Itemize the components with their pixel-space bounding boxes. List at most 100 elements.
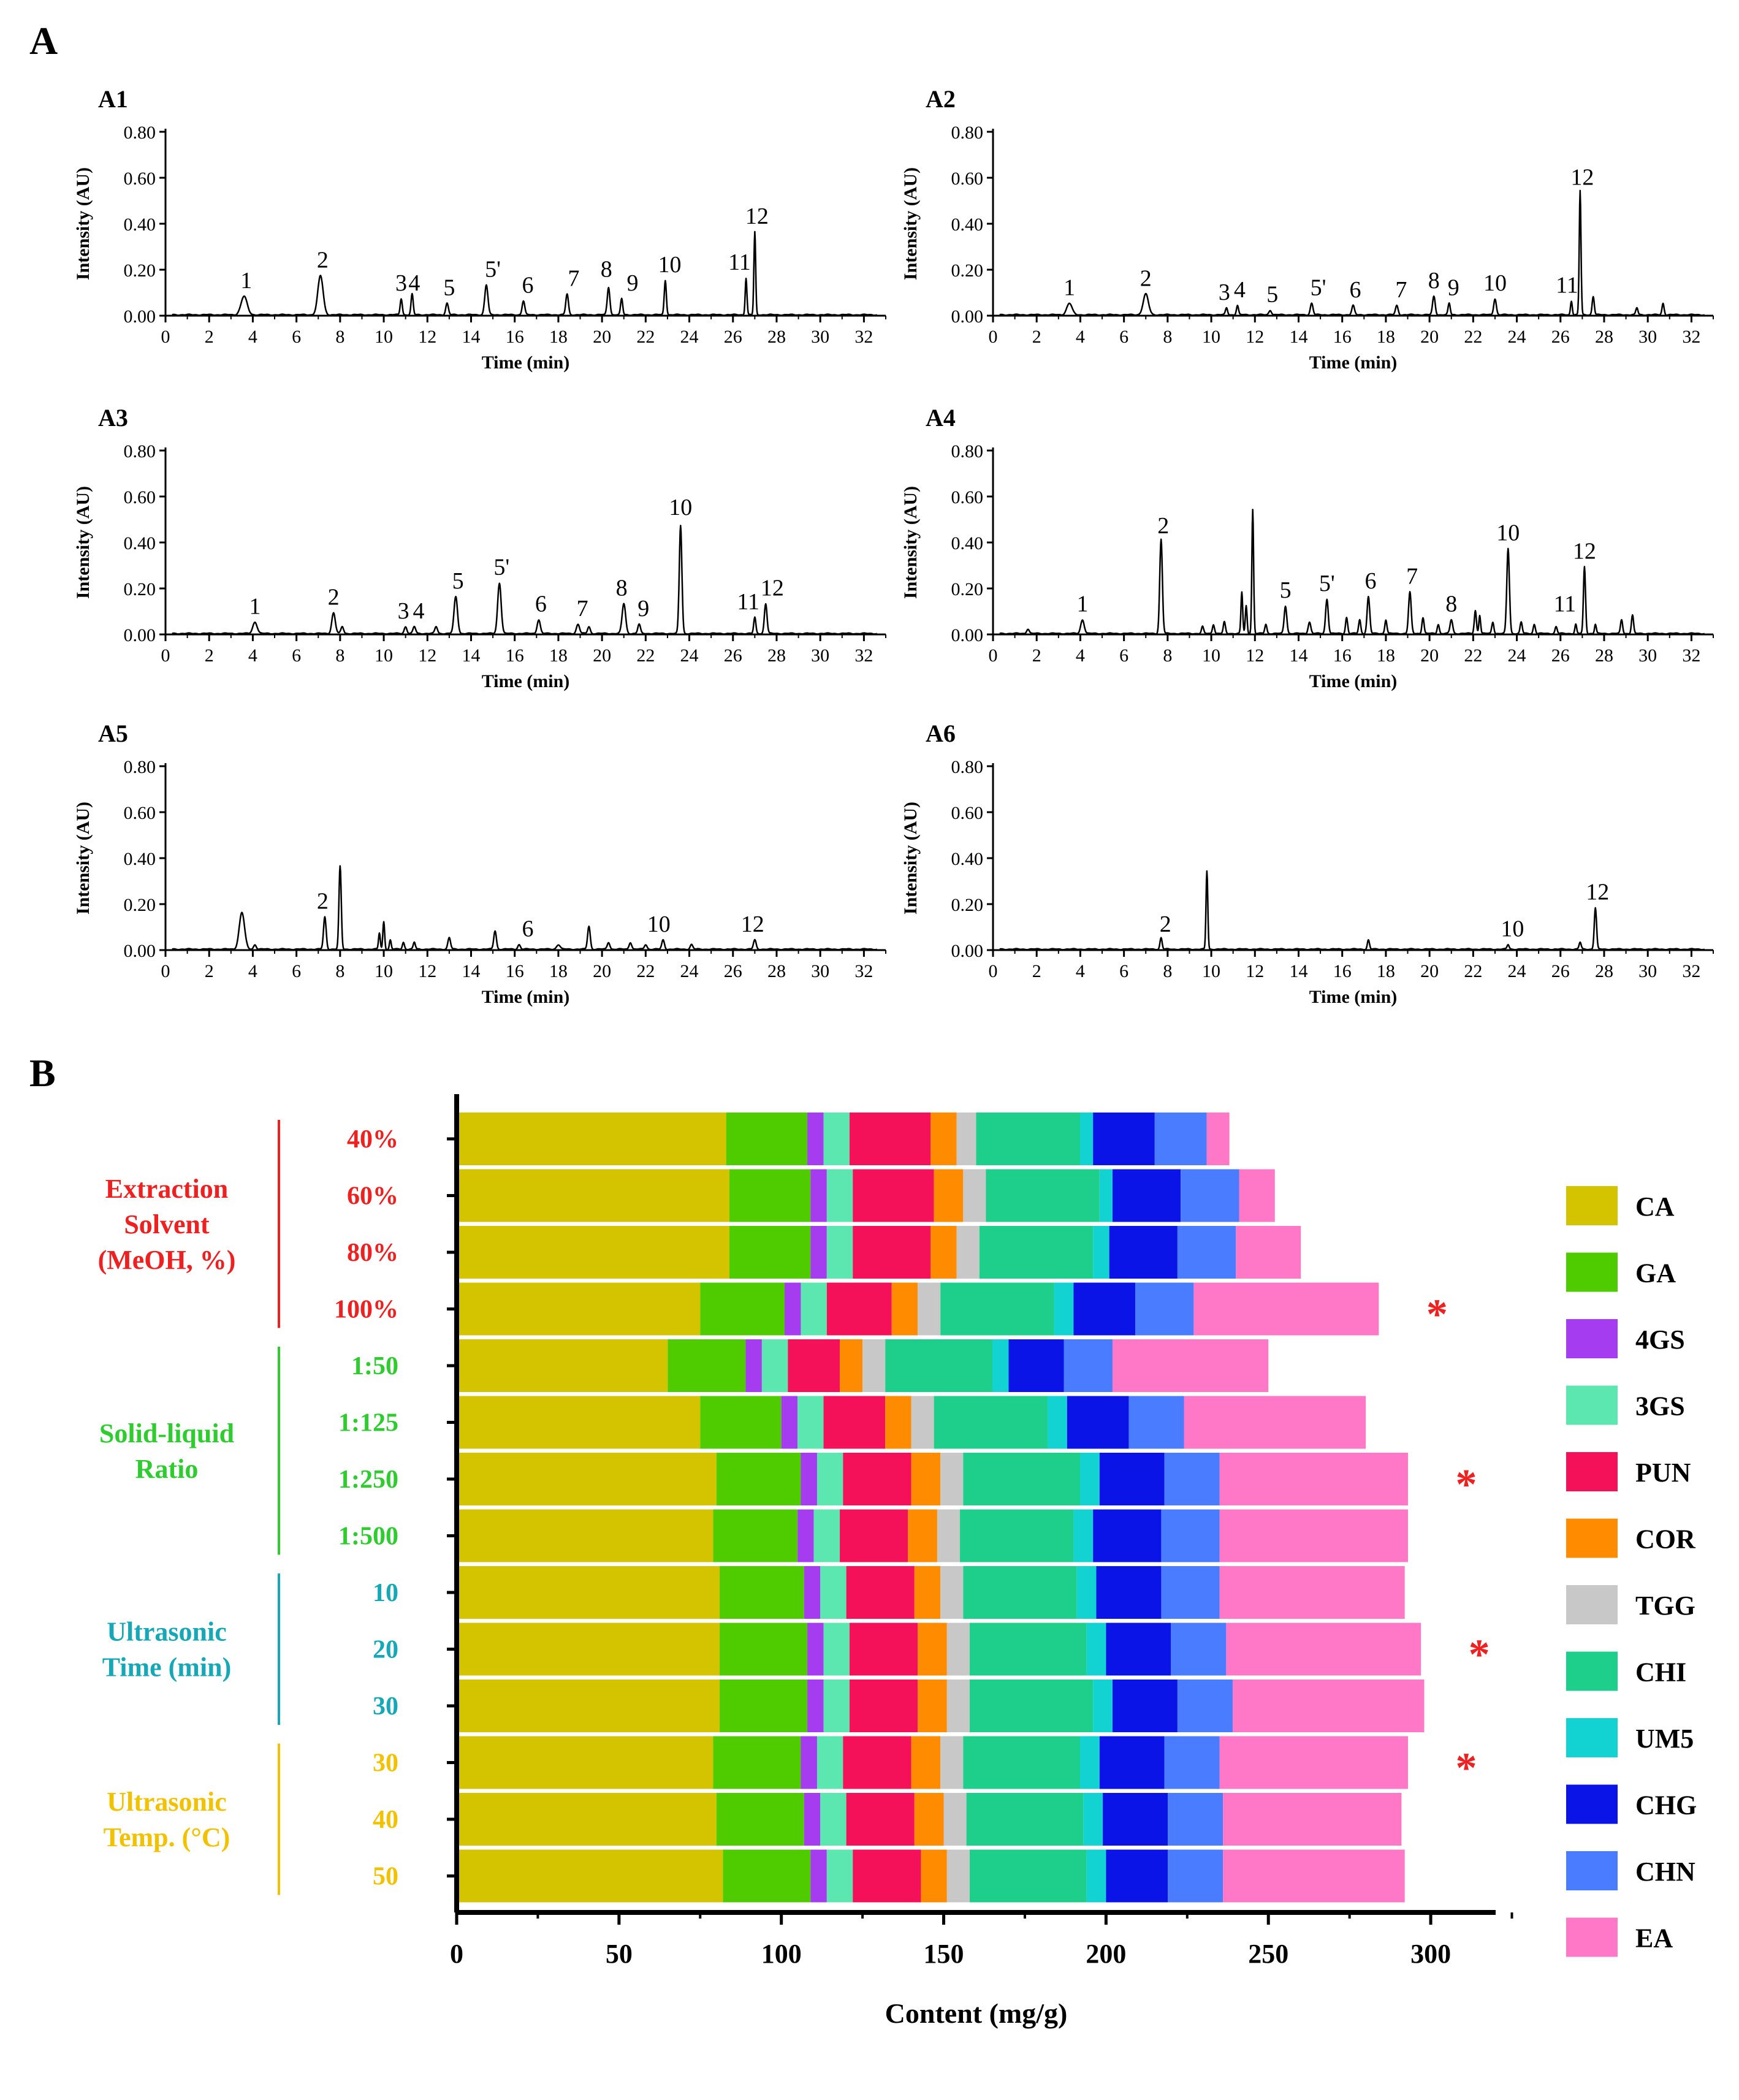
legend-swatch-4gs bbox=[1566, 1319, 1618, 1358]
bar-segment-chn bbox=[1168, 1793, 1223, 1846]
row-label: 10 bbox=[373, 1579, 398, 1607]
x-tick-label: 4 bbox=[1076, 961, 1085, 981]
y-tick-label: 0.00 bbox=[951, 306, 984, 327]
legend: CA GA 4GS 3GS PUN COR TGG CHI UM5 CHG CHN EA bbox=[1566, 1186, 1697, 1957]
x-tick-label: 8 bbox=[335, 645, 344, 666]
peak-label: 6 bbox=[1364, 568, 1376, 594]
y-tick-label: 0.80 bbox=[951, 441, 984, 462]
peak-label: 12 bbox=[1570, 164, 1594, 190]
peak-label: 5 bbox=[1280, 577, 1292, 603]
panel-title-A5: A5 bbox=[98, 720, 128, 747]
x-tick-label: 14 bbox=[1289, 327, 1307, 347]
bar-segment-ea bbox=[1232, 1680, 1425, 1732]
panel-title-A2: A2 bbox=[926, 85, 956, 113]
bar-segment-3gs bbox=[826, 1226, 853, 1279]
x-tick-label: 12 bbox=[1246, 645, 1264, 666]
bar-segment-chg bbox=[1093, 1113, 1155, 1165]
bar-segment-3gs bbox=[823, 1623, 850, 1676]
bar-segment-ga bbox=[668, 1339, 746, 1392]
legend-label: TGG bbox=[1635, 1591, 1695, 1621]
peak-label: 6 bbox=[522, 916, 534, 942]
bar-segment-ca bbox=[457, 1509, 713, 1562]
y-tick-label: 0.20 bbox=[951, 895, 984, 915]
x-tick-label: 16 bbox=[1333, 327, 1352, 347]
x-tick-label: 6 bbox=[1119, 645, 1128, 666]
y-tick-label: 0.60 bbox=[124, 169, 156, 189]
row-label: 1:50 bbox=[351, 1352, 398, 1380]
x-tick-label: 10 bbox=[375, 327, 393, 347]
bar-segment-ga bbox=[713, 1736, 801, 1789]
peak-label: 4 bbox=[413, 598, 425, 624]
bar-segment-um5 bbox=[1080, 1736, 1100, 1789]
bar-segment-um5 bbox=[1054, 1282, 1074, 1336]
x-axis-label: Time (min) bbox=[1309, 352, 1398, 373]
trace-line bbox=[172, 525, 878, 635]
legend-swatch-ga bbox=[1566, 1252, 1618, 1292]
bar-segment-3gs bbox=[801, 1282, 827, 1336]
bar-segment-chn bbox=[1164, 1736, 1220, 1789]
x-tick-label: 22 bbox=[1464, 327, 1482, 347]
x-tick-label: 32 bbox=[854, 961, 873, 981]
bar-segment-chn bbox=[1171, 1623, 1227, 1676]
trace-line bbox=[172, 230, 878, 316]
bar-segment-4gs bbox=[807, 1680, 824, 1732]
bar-segment-tgg bbox=[911, 1396, 934, 1449]
bar-segment-4gs bbox=[810, 1169, 827, 1222]
legend-label: 4GS bbox=[1635, 1325, 1685, 1355]
x-tick-label: 4 bbox=[248, 961, 257, 981]
y-tick-label: 0.00 bbox=[124, 941, 156, 961]
bar-row-11 bbox=[457, 1736, 1408, 1789]
peak-label: 11 bbox=[728, 249, 751, 275]
group-label: Solid-liquid bbox=[99, 1418, 234, 1448]
bar-segment-pun bbox=[823, 1396, 886, 1449]
bar-segment-ea bbox=[1219, 1509, 1408, 1562]
row-label: 60% bbox=[347, 1182, 398, 1211]
y-tick-label: 0.20 bbox=[124, 261, 156, 281]
bar-segment-4gs bbox=[801, 1736, 817, 1789]
x-tick-label: 24 bbox=[1508, 645, 1526, 666]
peak-label: 6 bbox=[522, 273, 534, 299]
peak-label: 2 bbox=[1160, 911, 1171, 937]
bar-segment-ca bbox=[457, 1793, 717, 1846]
legend-swatch-cor bbox=[1566, 1518, 1618, 1558]
y-axis-label: Intensity (AU) bbox=[73, 486, 93, 599]
bar-segment-ga bbox=[729, 1226, 811, 1279]
row-label: 80% bbox=[347, 1239, 398, 1267]
bar-segment-ea bbox=[1219, 1566, 1405, 1619]
bar-segment-chi bbox=[969, 1623, 1087, 1676]
bar-segment-cor bbox=[914, 1566, 941, 1619]
bar-segment-tgg bbox=[862, 1339, 886, 1392]
bar-row-0 bbox=[457, 1113, 1230, 1165]
x-tick-label: 10 bbox=[1202, 327, 1220, 347]
bar-segment-chi bbox=[934, 1396, 1048, 1449]
peak-label: 4 bbox=[408, 270, 420, 296]
bar-segment-ca bbox=[457, 1623, 720, 1676]
x-tick-label: 16 bbox=[1333, 961, 1352, 981]
bar-segment-tgg bbox=[946, 1680, 970, 1732]
bar-segment-chg bbox=[1067, 1396, 1129, 1449]
bar-segment-chi bbox=[885, 1339, 992, 1392]
x-tick-label: 20 bbox=[593, 961, 611, 981]
chromatogram-A1: A10.000.200.400.600.800 2 4 6 8 10 12 14 16 18 20 2… bbox=[73, 85, 886, 373]
y-axis-label: Intensity (AU) bbox=[900, 486, 921, 599]
peak-label: 10 bbox=[1496, 520, 1520, 546]
group-label: (MeOH, %) bbox=[98, 1245, 236, 1275]
bar-segment-chi bbox=[976, 1113, 1080, 1165]
bar-segment-ca bbox=[457, 1169, 729, 1222]
bar-segment-chi bbox=[986, 1169, 1100, 1222]
bar-segment-3gs bbox=[823, 1680, 850, 1732]
x-tick-label: 6 bbox=[292, 645, 301, 666]
bar-segment-ca bbox=[457, 1680, 720, 1732]
bar-segment-tgg bbox=[956, 1113, 976, 1165]
x-tick-label: 8 bbox=[1163, 961, 1172, 981]
bar-segment-cor bbox=[891, 1282, 918, 1336]
x-tick-label: 30 bbox=[811, 961, 829, 981]
x-tick-label: 8 bbox=[335, 327, 344, 347]
x-tick-label: 0 bbox=[989, 961, 998, 981]
bar-segment-4gs bbox=[810, 1226, 827, 1279]
bar-segment-chn bbox=[1164, 1453, 1220, 1505]
bar-row-4 bbox=[457, 1339, 1269, 1392]
peak-label: 10 bbox=[669, 495, 692, 520]
peak-label: 3 bbox=[398, 598, 409, 624]
x-tick-label: 14 bbox=[462, 327, 480, 347]
